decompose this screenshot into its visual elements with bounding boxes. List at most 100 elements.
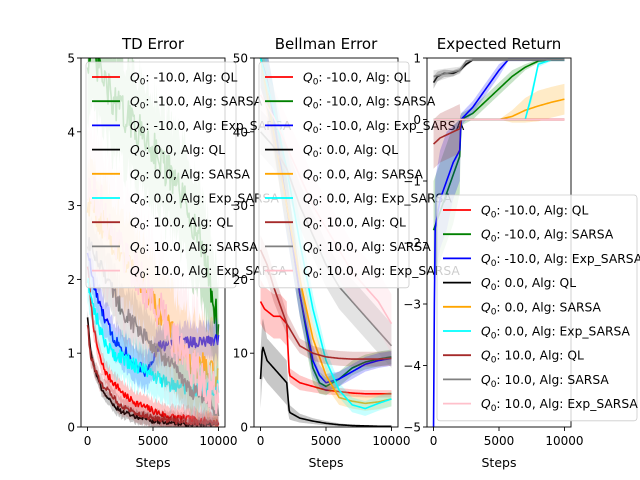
legend-entry: Q0: 0.0, Alg: SARSA	[92, 167, 251, 184]
series-7	[259, 235, 392, 367]
legend-label: Q0: 0.0, Alg: Exp_SARSA	[130, 192, 280, 209]
legend-entry: Q0: -10.0, Alg: QL	[443, 204, 588, 221]
legend-entry: Q0: 0.0, Alg: Exp_SARSA	[92, 192, 280, 209]
legend-box	[258, 61, 410, 289]
chart-title: Bellman Error	[275, 35, 378, 53]
legend-label: Q0: 10.0, Alg: QL	[481, 349, 584, 366]
y-tick-label: −5	[403, 421, 421, 435]
x-tick-label: 5000	[138, 434, 169, 448]
x-tick-label: 5000	[311, 434, 342, 448]
legend-label: Q0: 10.0, Alg: Exp_SARSA	[130, 264, 287, 281]
legend-box	[436, 194, 638, 422]
x-axis-label: Steps	[136, 455, 171, 470]
legend-entry: Q0: -10.0, Alg: SARSA	[443, 228, 614, 245]
legend-label: Q0: 10.0, Alg: SARSA	[130, 240, 258, 257]
legend-label: Q0: -10.0, Alg: QL	[130, 71, 237, 88]
legend-entry: Q0: -10.0, Alg: QL	[92, 71, 237, 88]
y-tick-label: −3	[403, 298, 421, 312]
y-tick-label: 1	[413, 52, 421, 66]
series-line	[86, 252, 220, 377]
legend-label: Q0: -10.0, Alg: SARSA	[130, 95, 263, 112]
legend-label: Q0: -10.0, Alg: Exp_SARSA	[130, 119, 292, 136]
legend-label: Q0: 10.0, Alg: QL	[130, 216, 233, 233]
legend-label: Q0: -10.0, Alg: QL	[481, 204, 588, 221]
legend-label: Q0: 10.0, Alg: SARSA	[481, 373, 609, 390]
legend-entry: Q0: -10.0, Alg: SARSA	[265, 95, 436, 112]
legend-entry: Q0: 10.0, Alg: SARSA	[443, 373, 609, 390]
legend-entry: Q0: 10.0, Alg: Exp_SARSA	[443, 397, 638, 414]
y-tick-label: 0	[413, 113, 421, 127]
y-tick-label: 0	[67, 421, 75, 435]
series-line	[259, 346, 392, 427]
series-line	[433, 59, 565, 78]
legend: Q0: -10.0, Alg: QL Q0: -10.0, Alg: SARSA Q…	[85, 61, 292, 289]
legend-entry: Q0: 10.0, Alg: SARSA	[265, 240, 431, 257]
legend-entry: Q0: 10.0, Alg: QL	[265, 216, 406, 233]
legend-entry: Q0: 0.0, Alg: Exp_SARSA	[443, 325, 631, 342]
legend: Q0: -10.0, Alg: QL Q0: -10.0, Alg: SARSA Q…	[436, 194, 640, 422]
y-tick-label: 50	[233, 52, 248, 66]
legend-label: Q0: 10.0, Alg: Exp_SARSA	[303, 264, 460, 281]
legend-label: Q0: 10.0, Alg: Exp_SARSA	[481, 397, 638, 414]
x-axis-label: Steps	[482, 455, 517, 470]
legend-label: Q0: 0.0, Alg: SARSA	[481, 300, 602, 317]
legend-entry: Q0: 10.0, Alg: QL	[443, 349, 584, 366]
chart-title: TD Error	[121, 35, 185, 53]
legend-entry: Q0: 10.0, Alg: SARSA	[92, 240, 258, 257]
legend-entry: Q0: 0.0, Alg: Exp_SARSA	[265, 192, 453, 209]
confidence-band	[433, 104, 565, 169]
legend-box	[85, 61, 237, 289]
y-tick-label: 5	[67, 52, 75, 66]
legend-label: Q0: 0.0, Alg: SARSA	[130, 167, 251, 184]
legend-label: Q0: -10.0, Alg: QL	[303, 71, 410, 88]
x-tick-label: 0	[430, 434, 438, 448]
legend-entry: Q0: -10.0, Alg: Exp_SARSA	[92, 119, 292, 136]
y-tick-label: 10	[233, 347, 248, 361]
y-tick-label: 40	[233, 125, 248, 139]
y-tick-label: −2	[403, 236, 421, 250]
y-tick-label: 1	[67, 347, 75, 361]
legend-entry: Q0: -10.0, Alg: Exp_SARSA	[443, 252, 640, 269]
legend-label: Q0: -10.0, Alg: SARSA	[481, 228, 614, 245]
legend-entry: Q0: -10.0, Alg: Exp_SARSA	[265, 119, 465, 136]
x-tick-label: 5000	[484, 434, 515, 448]
series-1	[259, 279, 392, 398]
legend-label: Q0: 0.0, Alg: QL	[481, 276, 576, 293]
legend-entry: Q0: 10.0, Alg: QL	[92, 216, 233, 233]
legend-entry: Q0: 0.0, Alg: QL	[265, 143, 398, 160]
series-8	[433, 58, 565, 83]
confidence-band	[87, 255, 219, 427]
legend-label: Q0: 0.0, Alg: QL	[130, 143, 225, 160]
series-line	[86, 277, 220, 398]
y-tick-label: −4	[403, 359, 421, 373]
legend-entry: Q0: 0.0, Alg: QL	[443, 276, 576, 293]
legend-entry: Q0: -10.0, Alg: QL	[265, 71, 410, 88]
x-tick-label: 10000	[199, 434, 237, 448]
x-tick-label: 0	[257, 434, 265, 448]
legend-label: Q0: 0.0, Alg: Exp_SARSA	[481, 325, 631, 342]
legend-label: Q0: 10.0, Alg: QL	[303, 216, 406, 233]
legend-entry: Q0: 0.0, Alg: SARSA	[265, 167, 424, 184]
x-tick-label: 0	[84, 434, 92, 448]
series-line	[432, 59, 565, 231]
series-line	[259, 249, 392, 360]
series-line	[86, 324, 220, 426]
legend-label: Q0: 0.0, Alg: QL	[303, 143, 398, 160]
y-tick-label: 0	[240, 421, 248, 435]
x-tick-label: 10000	[545, 434, 583, 448]
legend-label: Q0: -10.0, Alg: Exp_SARSA	[303, 119, 465, 136]
series-7	[86, 316, 220, 427]
legend: Q0: -10.0, Alg: QL Q0: -10.0, Alg: SARSA Q…	[258, 61, 465, 289]
plot-area	[432, 58, 565, 427]
y-tick-label: 2	[67, 273, 75, 287]
legend-entry: Q0: 10.0, Alg: Exp_SARSA	[265, 264, 460, 281]
legend-entry: Q0: 0.0, Alg: QL	[92, 143, 225, 160]
legend-label: Q0: 0.0, Alg: Exp_SARSA	[303, 192, 453, 209]
legend-entry: Q0: 10.0, Alg: Exp_SARSA	[92, 264, 287, 281]
legend-label: Q0: 0.0, Alg: SARSA	[303, 167, 424, 184]
chart-panel-3: 0 5000 10000 −5 −4 −3 −2 −1 0 1 Expected Return Ste…	[403, 35, 640, 470]
confidence-band	[260, 318, 392, 427]
legend-entry: Q0: 0.0, Alg: SARSA	[443, 300, 602, 317]
